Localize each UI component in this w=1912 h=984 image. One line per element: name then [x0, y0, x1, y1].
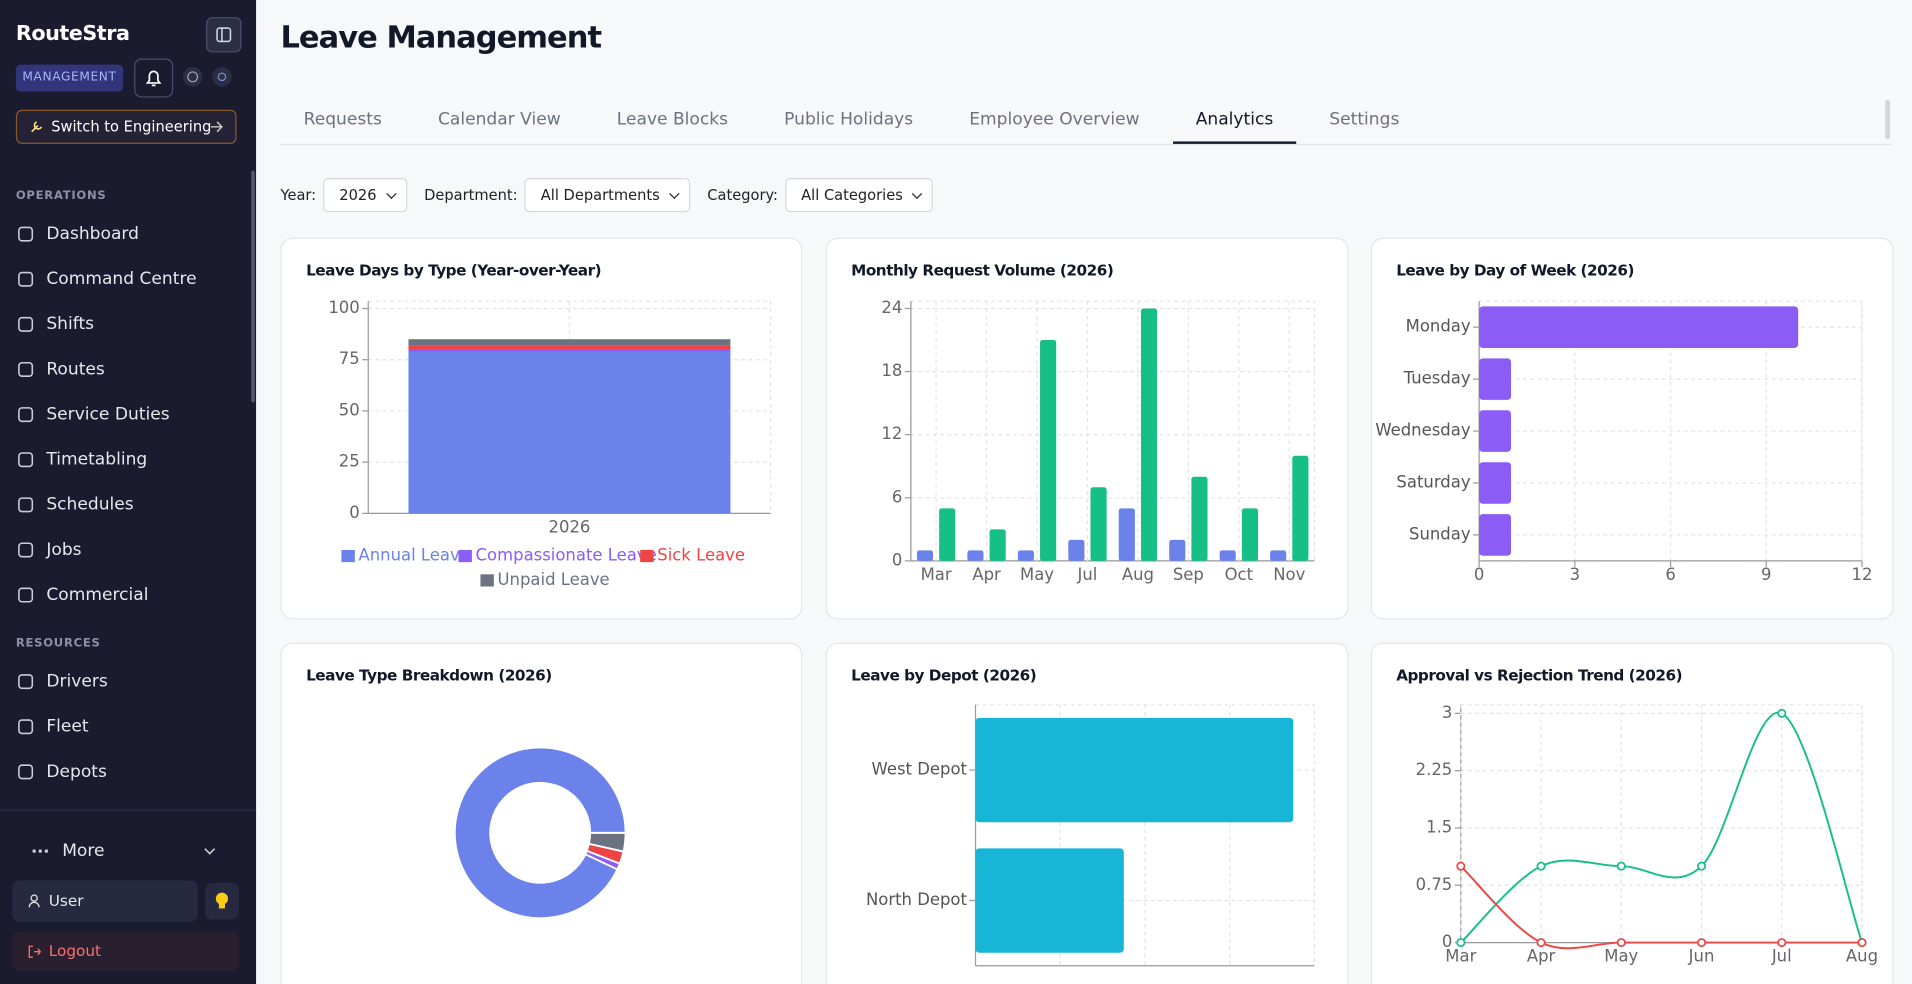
switch-label: Switch to Engineering [51, 118, 212, 136]
filter-label: Year: [280, 186, 317, 204]
nav-item[interactable]: Drivers [17, 663, 249, 700]
status-icons[interactable] [182, 66, 236, 88]
chart-title: Leave by Day of Week (2026) [1396, 260, 1634, 280]
filters: Year: 2026 Department: All Departments Categ… [280, 178, 950, 213]
divider [0, 809, 257, 811]
main: Leave Management Requests Calendar View Le… [256, 0, 1912, 984]
filter-label: Category: [707, 186, 778, 204]
tab[interactable]: Calendar View [437, 109, 561, 130]
more[interactable]: More [17, 834, 236, 868]
chart-card: Monthly Request Volume (2026) [825, 237, 1349, 620]
chart-card: Leave Days by Type (Year-over-Year) [280, 237, 803, 620]
scrollbar [251, 170, 255, 403]
filter-label: Department: [424, 186, 518, 204]
role-badge: MANAGEMENT [15, 64, 124, 92]
chart-card: Approval vs Rejection Trend (2026) [1370, 642, 1894, 984]
nav-label: Dashboard [46, 224, 139, 244]
nav-item[interactable]: Commercial [17, 577, 249, 614]
chart-title: Leave Days by Type (Year-over-Year) [306, 260, 602, 280]
switch-button[interactable]: Switch to Engineering [15, 109, 237, 144]
nav-label: Routes [46, 359, 105, 380]
nav-label: Command Centre [46, 269, 197, 289]
nav-label: Fleet [46, 717, 89, 737]
tab[interactable]: Public Holidays [784, 109, 914, 130]
notifications[interactable] [134, 58, 174, 98]
nav-label: Service Duties [46, 404, 170, 425]
nav-item[interactable]: Schedules [17, 487, 249, 524]
user[interactable]: User [12, 880, 198, 922]
tabs: Requests Calendar View Leave Blocks Public … [280, 98, 1892, 146]
logout-label: Logout [48, 941, 101, 960]
nav-label: Shifts [46, 314, 95, 335]
chart-title: Approval vs Rejection Trend (2026) [1396, 665, 1683, 685]
chart-card: Leave Type Breakdown (2026) [280, 642, 803, 984]
brand: RouteStra [15, 21, 130, 47]
nav-label: Depots [46, 762, 107, 782]
nav-label: Timetabling [46, 449, 148, 470]
tabs-scrollbar [1885, 99, 1891, 140]
filter-select[interactable]: 2026 [323, 178, 408, 213]
page-title: Leave Management [280, 19, 602, 55]
chart-card: Leave by Depot (2026) [825, 642, 1349, 984]
nav-item[interactable]: Depots [17, 754, 249, 791]
logout[interactable]: Logout [12, 931, 240, 971]
sidebar: RouteStra MANAGEMENT Switch to Engineeri… [0, 0, 257, 984]
tab[interactable]: Settings [1329, 109, 1400, 130]
tab[interactable]: Leave Blocks [616, 109, 729, 130]
nav-item[interactable]: Service Duties [17, 396, 249, 433]
tab[interactable]: Employee Overview [969, 109, 1140, 130]
chart-title: Leave Type Breakdown (2026) [306, 665, 552, 685]
section-title: RESOURCES [15, 636, 101, 650]
nav-label: Schedules [46, 495, 134, 515]
nav-item[interactable]: Command Centre [17, 261, 249, 298]
chart-title: Monthly Request Volume (2026) [851, 260, 1114, 280]
nav-label: Commercial [46, 585, 149, 605]
filter-select[interactable]: All Categories [785, 178, 934, 213]
nav-item[interactable]: Timetabling [17, 441, 249, 478]
section-title: OPERATIONS [15, 189, 107, 203]
nav-label: Jobs [46, 540, 82, 560]
filter-select[interactable]: All Departments [524, 178, 691, 213]
sidebar-toggle[interactable] [206, 17, 242, 53]
nav-label: Drivers [46, 671, 108, 692]
nav-item[interactable]: Jobs [17, 532, 249, 569]
tab[interactable]: Requests [303, 109, 382, 130]
chart-card: Leave by Day of Week (2026) [1370, 237, 1894, 620]
tab[interactable]: Analytics [1172, 98, 1297, 144]
tips[interactable] [204, 882, 240, 920]
nav-item[interactable]: Dashboard [17, 216, 249, 253]
nav-item[interactable]: Routes [17, 351, 249, 388]
nav-item[interactable]: Shifts [17, 306, 249, 343]
user-label: User [48, 891, 84, 910]
nav-item[interactable]: Fleet [17, 708, 249, 745]
more-label: More [62, 841, 105, 861]
chart-title: Leave by Depot (2026) [851, 665, 1037, 685]
